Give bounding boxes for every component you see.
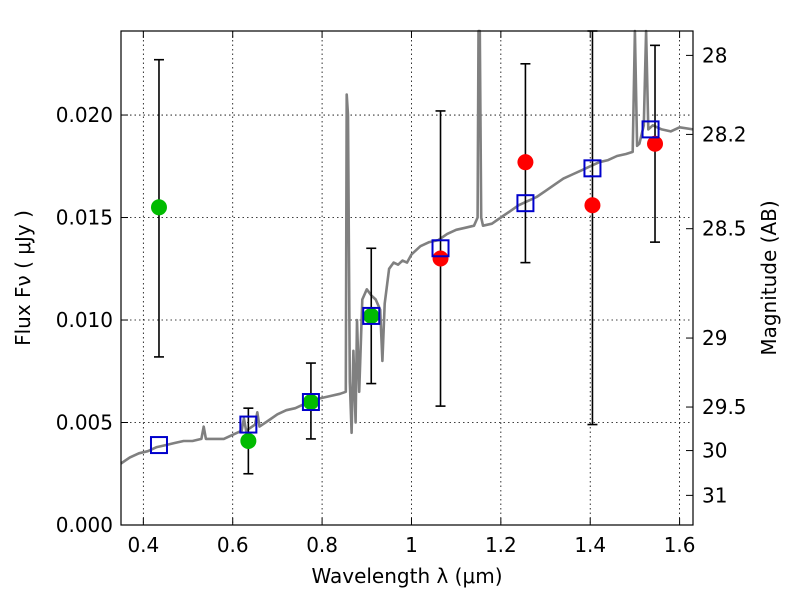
observed-optical-point (150, 199, 167, 216)
right-y-tick-label: 28.5 (702, 217, 747, 241)
model-photometry-square (641, 120, 660, 139)
x-tick-label: 0.4 (127, 533, 159, 557)
model-photometry-square (362, 306, 381, 325)
right-y-axis-title: Magnitude (AB) (757, 200, 781, 355)
model-spectrum-layer (120, 29, 694, 465)
right-y-tick-label: 28.2 (702, 122, 747, 146)
observed-optical-point (240, 432, 257, 449)
plot-frame (120, 30, 694, 526)
observed-point-layer (150, 135, 664, 449)
observed-nir-point (584, 197, 601, 214)
model-photometry-square (239, 415, 258, 434)
model-photometry-square (583, 159, 602, 178)
right-y-tick-label: 29 (702, 326, 727, 350)
right-y-tick-label: 29.5 (702, 395, 747, 419)
y-tick-label: 0.000 (56, 513, 113, 537)
x-tick-label: 0.6 (217, 533, 249, 557)
model-photometry-square (431, 239, 450, 258)
model-spectrum-line (120, 29, 694, 465)
model-photometry-layer (149, 120, 660, 455)
tick-layer: 0.4 0.6 0.8 1 1.2 1.4 1.6 0.000 0.005 0.010 0.015 0… (56, 31, 747, 557)
right-y-tick-label: 31 (702, 483, 727, 507)
x-tick-label: 1 (405, 533, 418, 557)
x-tick-label: 0.8 (306, 533, 338, 557)
observed-optical-point (363, 307, 380, 324)
observed-nir-point (432, 250, 449, 267)
y-axis-title: Flux Fν ( μJy ) (11, 210, 35, 346)
y-tick-label: 0.015 (56, 206, 113, 230)
observed-nir-point (647, 135, 664, 152)
model-photometry-square (149, 436, 168, 455)
x-tick-label: 1.6 (664, 533, 696, 557)
observed-optical-point (302, 394, 319, 411)
grid (121, 31, 693, 526)
y-tick-label: 0.005 (56, 411, 113, 435)
x-axis-title: Wavelength λ (μm) (311, 564, 502, 588)
right-y-tick-label: 30 (702, 439, 727, 463)
model-photometry-square (301, 393, 320, 412)
y-tick-label: 0.010 (56, 308, 113, 332)
y-tick-label: 0.020 (56, 103, 113, 127)
error-bar-layer (153, 30, 661, 475)
x-tick-label: 1.4 (574, 533, 606, 557)
model-photometry-square (516, 194, 535, 213)
right-y-tick-label: 28 (702, 43, 727, 67)
observed-nir-point (517, 154, 534, 171)
x-tick-label: 1.2 (485, 533, 517, 557)
